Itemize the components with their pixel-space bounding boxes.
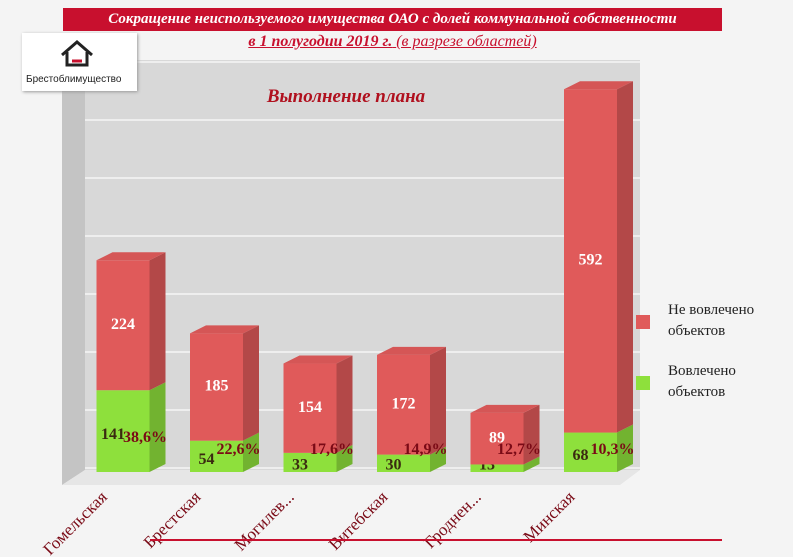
value-label: 141 xyxy=(101,426,125,443)
bar xyxy=(283,452,337,472)
back-wall xyxy=(85,60,640,470)
x-tick-label: Гомельская xyxy=(39,487,111,557)
bar xyxy=(190,440,243,472)
bar-top xyxy=(564,81,633,90)
bar xyxy=(564,89,617,433)
value-label: 592 xyxy=(579,252,603,269)
share-label: 38,6% xyxy=(123,429,167,446)
value-label: 33 xyxy=(292,457,308,474)
legend-label: Вовлечено объектов xyxy=(668,363,736,400)
share-label: 10,3% xyxy=(591,441,635,458)
bar-side xyxy=(149,252,166,391)
value-label: 89 xyxy=(489,429,505,446)
bar-side xyxy=(617,81,633,433)
bar-side xyxy=(617,424,633,472)
legend-item: Вовлечено объектов xyxy=(636,361,778,403)
legend-swatch xyxy=(636,315,650,329)
bar xyxy=(283,363,337,453)
x-tick-label: Могилев... xyxy=(231,487,298,554)
bar xyxy=(470,412,524,465)
bar-top xyxy=(377,346,446,355)
value-label: 30 xyxy=(386,457,402,474)
scope: (в разрезе областей) xyxy=(396,33,537,50)
bar-side xyxy=(523,404,540,465)
bar-side xyxy=(149,382,166,472)
x-tick-label: Гроднен... xyxy=(420,487,485,552)
side-wall xyxy=(62,60,85,485)
title-banner: Сокращение неиспользуемого имущества ОАО… xyxy=(63,8,722,31)
floor xyxy=(62,470,640,485)
bar-top xyxy=(470,404,540,413)
bar-side xyxy=(243,325,259,441)
value-label: 54 xyxy=(199,451,215,468)
value-label: 172 xyxy=(392,395,416,412)
bar xyxy=(564,432,617,472)
share-label: 14,9% xyxy=(404,441,448,458)
bar-top xyxy=(190,325,259,334)
bar-top xyxy=(283,355,353,364)
logo: Брестоблимущество xyxy=(22,33,137,91)
logo-text: Брестоблимущество xyxy=(26,74,122,85)
bar-side xyxy=(243,432,259,472)
bar xyxy=(377,354,430,455)
x-tick-label: Минская xyxy=(519,487,578,546)
logo-icon xyxy=(61,40,93,67)
bar xyxy=(470,464,524,472)
share-label: 17,6% xyxy=(310,441,354,458)
value-label: 154 xyxy=(298,399,322,416)
bar xyxy=(96,260,150,391)
x-tick-label: Брестская xyxy=(140,487,205,552)
bar-top xyxy=(96,252,166,261)
share-label: 22,6% xyxy=(217,441,261,458)
bar xyxy=(190,333,243,441)
bar xyxy=(377,454,430,472)
bar-side xyxy=(430,346,446,455)
share-label: 12,7% xyxy=(497,441,541,458)
subtitle: в 1 полугодии 2019 г. (в разрезе областе… xyxy=(63,33,722,51)
legend-swatch xyxy=(636,376,650,390)
chart-title: Выполнение плана xyxy=(266,86,426,107)
value-label: 185 xyxy=(205,378,229,395)
bar xyxy=(96,390,150,472)
bar-side xyxy=(336,355,353,453)
legend-item: Не вовлечено объектов xyxy=(636,300,778,342)
legend-label: Не вовлечено объектов xyxy=(668,302,755,339)
value-label: 68 xyxy=(573,447,589,464)
bar-side xyxy=(523,456,540,472)
bar-side xyxy=(430,446,446,472)
bar-side xyxy=(336,444,353,472)
x-tick-label: Витебская xyxy=(325,487,392,554)
value-label: 224 xyxy=(111,316,135,333)
period: в 1 полугодии 2019 г. xyxy=(248,33,393,50)
